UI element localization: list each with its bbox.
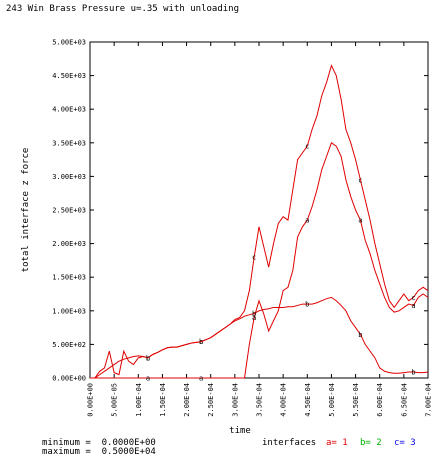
series-line <box>90 142 429 379</box>
footer-max: maximum = 0.5000E+04 <box>42 447 156 457</box>
y-tick-label: 4.00E+03 <box>52 106 86 114</box>
y-tick-label: 1.00E+03 <box>52 307 86 315</box>
legend-entry: a= 1 <box>326 438 348 448</box>
x-tick-label: 3.00E-04 <box>231 383 239 417</box>
x-tick-label: 4.00E-04 <box>280 383 288 417</box>
point-marker: c <box>146 354 150 362</box>
point-marker: b <box>252 310 256 318</box>
point-marker: b <box>305 301 309 309</box>
legend-entry: c= 3 <box>394 438 416 448</box>
point-marker: c <box>411 294 415 302</box>
point-marker: c <box>305 143 309 151</box>
x-tick-label: 4.50E-04 <box>304 383 312 417</box>
x-axis-label: time <box>229 426 251 436</box>
x-tick-label: 6.50E-04 <box>400 383 408 417</box>
legend-title: interfaces <box>262 438 316 448</box>
footer-min: minimum = 0.0000E+00 <box>42 438 156 448</box>
point-marker: a <box>199 375 203 383</box>
x-tick-label: 7.00E-04 <box>425 383 433 417</box>
point-marker: a <box>305 217 309 225</box>
point-marker: c <box>358 176 362 184</box>
plot-frame <box>89 41 429 379</box>
y-tick-label: 2.00E+03 <box>52 240 86 248</box>
series-line <box>90 296 429 379</box>
x-tick-label: 6.00E-04 <box>376 383 384 417</box>
legend-entry: b= 2 <box>360 438 382 448</box>
x-tick-label: 5.50E-04 <box>352 383 360 417</box>
point-marker: a <box>146 375 150 383</box>
y-axis-label: total interface z force <box>21 148 31 273</box>
point-marker: a <box>358 217 362 225</box>
series-line <box>90 64 429 379</box>
x-tick-label: 2.00E-04 <box>183 383 191 417</box>
x-tick-label: 1.00E-04 <box>135 383 143 417</box>
y-tick-label: 3.50E+03 <box>52 139 86 147</box>
point-marker: a <box>411 302 415 310</box>
x-tick-label: 5.00E-04 <box>328 383 336 417</box>
y-tick-label: 0.00E+00 <box>52 375 86 383</box>
y-tick-label: 5.00E+03 <box>52 39 86 47</box>
point-marker: c <box>199 338 203 346</box>
x-tick-label: 2.50E-04 <box>207 383 215 417</box>
y-tick-label: 2.50E+03 <box>52 207 86 215</box>
y-tick-label: 1.50E+03 <box>52 274 86 282</box>
point-marker: c <box>252 254 256 262</box>
point-marker: b <box>358 331 362 339</box>
point-marker: a <box>252 314 256 322</box>
x-tick-label: 5.00E-05 <box>111 383 119 417</box>
y-tick-label: 4.50E+03 <box>52 72 86 80</box>
x-tick-label: 0.00E+00 <box>87 383 95 417</box>
chart-title: 243 Win Brass Pressure u=.35 with unload… <box>6 4 239 14</box>
point-marker: b <box>411 368 415 376</box>
x-tick-label: 3.50E-04 <box>256 383 264 417</box>
x-tick-label: 1.50E-04 <box>159 383 167 417</box>
y-tick-label: 3.00E+03 <box>52 173 86 181</box>
y-tick-label: 5.00E+02 <box>52 341 86 349</box>
